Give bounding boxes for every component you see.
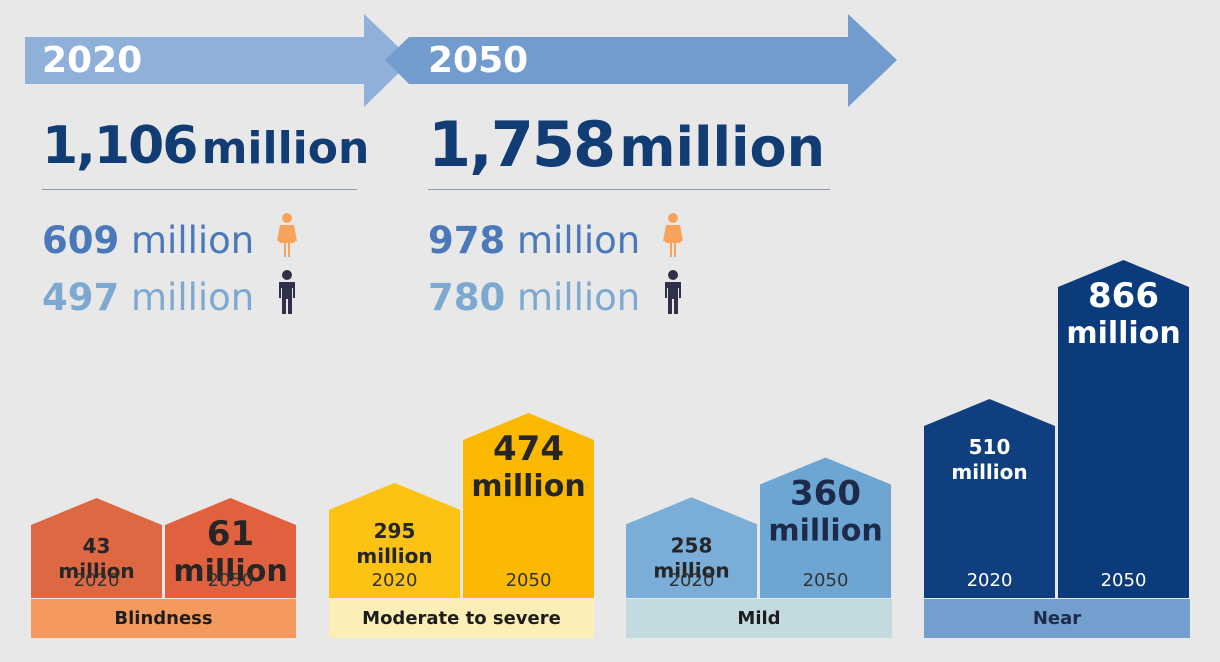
bar-blindness-2020 [31,498,162,598]
bar-year-mild-2020: 2020 [669,570,715,591]
arrow-2020 [25,14,412,107]
bar-year-blindness-2020: 2020 [74,570,120,591]
female-2020-value: 609 [42,219,120,262]
female-icon [663,213,684,257]
year-2020-label: 2020 [42,40,143,81]
bar-near-2050 [1058,260,1189,598]
bar-year-moderate-to-severe-2050: 2050 [506,570,552,591]
bar-value-near-2050: 866 [1088,276,1159,316]
female-2050-unit: million [517,219,641,262]
bar-value-blindness-2020: 43 [83,534,111,558]
bar-year-moderate-to-severe-2020: 2020 [372,570,418,591]
category-label-moderate-to-severe: Moderate to severe [329,599,594,638]
total-2050: 1,758 million [428,108,825,181]
total-2050-value: 1,758 [428,108,616,181]
bar-year-mild-2050: 2050 [803,570,849,591]
male-2050: 780 million [428,270,684,319]
timeline-arrows [25,14,897,107]
bar-unit-blindness-2020: million [58,559,134,583]
total-2020: 1,106 million [42,116,369,176]
male-2020: 497 million [42,270,298,319]
divider-2050 [428,189,830,190]
bar-value-mild-2050: 360 [790,473,861,513]
female-2050: 978 million [428,213,684,262]
year-2050-label: 2050 [428,40,529,81]
bar-moderate-to-severe-2020 [329,482,460,598]
bar-near-2020 [924,398,1055,598]
bar-value-mild-2020: 258 [671,533,713,557]
bar-unit-near-2020: million [951,460,1027,484]
bar-mild-2020 [626,497,757,598]
bar-value-moderate-to-severe-2020: 295 [374,519,416,543]
category-label-mild: Mild [626,599,892,638]
category-label-near: Near [924,599,1190,638]
female-2050-value: 978 [428,219,506,262]
bar-blindness-2050 [165,498,296,598]
divider-2020 [42,189,357,190]
bar-value-blindness-2050: 61 [207,514,254,554]
bar-unit-moderate-to-severe-2020: million [356,544,432,568]
female-2020: 609 million [42,213,298,262]
male-2050-unit: million [517,276,641,319]
total-2020-value: 1,106 [42,116,198,176]
bar-year-near-2050: 2050 [1101,570,1147,591]
bar-moderate-to-severe-2050 [463,412,594,598]
bar-unit-blindness-2050: million [173,554,287,589]
female-2020-unit: million [131,219,255,262]
category-label-blindness: Blindness [31,599,296,638]
bar-unit-moderate-to-severe-2050: million [471,469,585,504]
arrow-2050 [385,14,897,107]
bar-year-near-2020: 2020 [967,570,1013,591]
female-icon [277,213,298,257]
bar-mild-2050 [760,457,891,598]
male-icon [279,270,296,314]
total-2050-unit: million [619,116,826,179]
male-2020-value: 497 [42,276,120,319]
male-icon [665,270,682,314]
male-2020-unit: million [131,276,255,319]
bar-unit-mild-2020: million [653,558,729,582]
bar-value-near-2020: 510 [969,435,1011,459]
bar-unit-mild-2050: million [768,513,882,548]
total-2020-unit: million [201,123,370,174]
bar-value-moderate-to-severe-2050: 474 [493,429,564,469]
bar-unit-near-2050: million [1066,316,1180,351]
bar-year-blindness-2050: 2050 [208,570,254,591]
male-2050-value: 780 [428,276,506,319]
